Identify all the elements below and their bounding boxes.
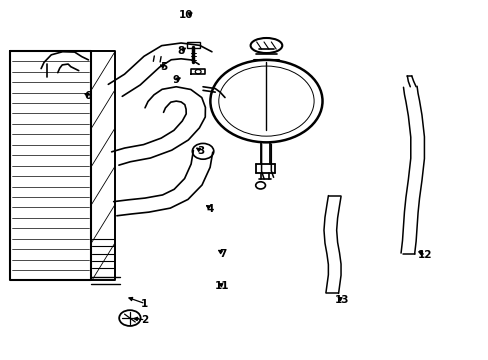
Text: 5: 5: [160, 62, 167, 72]
Bar: [186, 41, 199, 48]
Text: 1: 1: [141, 299, 148, 309]
Text: 12: 12: [417, 250, 431, 260]
Text: 13: 13: [334, 295, 348, 305]
Text: 4: 4: [206, 204, 214, 214]
Text: 9: 9: [172, 75, 180, 85]
Text: 8: 8: [177, 46, 184, 56]
Text: 10: 10: [179, 10, 193, 20]
Text: 7: 7: [219, 248, 226, 258]
Text: 2: 2: [141, 315, 148, 325]
Text: 11: 11: [215, 281, 229, 291]
Text: 6: 6: [84, 91, 92, 101]
Text: 3: 3: [197, 146, 204, 156]
